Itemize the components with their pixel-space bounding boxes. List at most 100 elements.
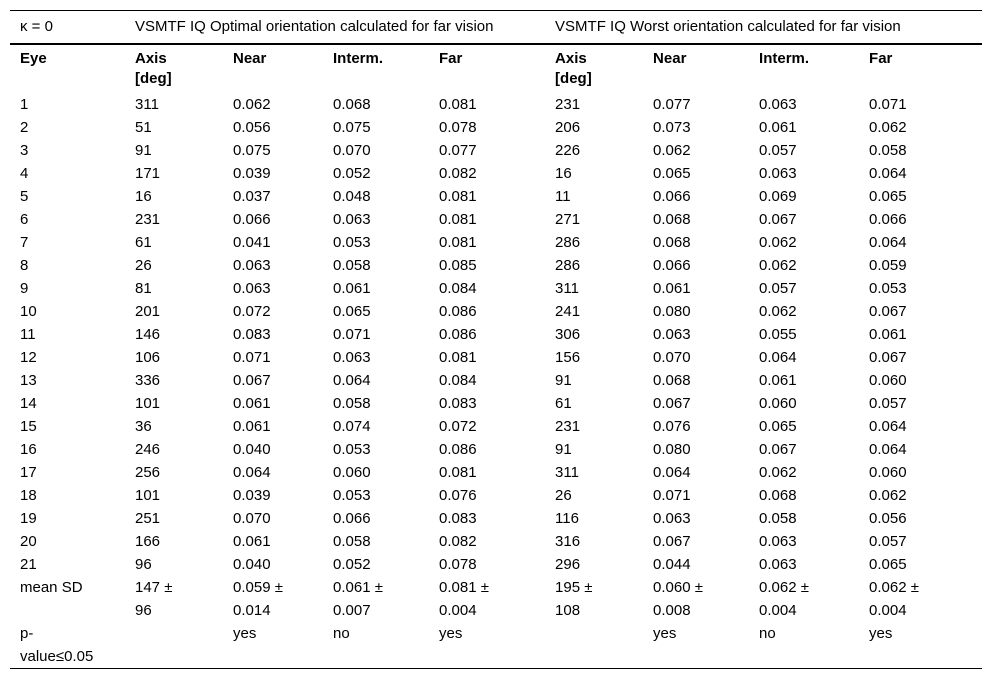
eye-id-cell: 4 bbox=[20, 165, 29, 182]
value-cell: 0.058 bbox=[333, 533, 371, 550]
value-cell: 0.077 bbox=[439, 142, 477, 159]
value-cell: 26 bbox=[555, 487, 572, 504]
value-cell: 0.056 bbox=[869, 510, 907, 527]
col-header-axis-line2: [deg] bbox=[555, 70, 592, 87]
value-cell: 0.037 bbox=[233, 188, 271, 205]
table-row: 18 101 0.039 0.053 0.076 26 0.071 0.068 0.062 bbox=[10, 484, 982, 507]
value-cell: 106 bbox=[135, 349, 161, 366]
mean-value-line2: 0.014 bbox=[233, 602, 271, 619]
p-value-label: p- value≤0.05 bbox=[10, 622, 135, 669]
value-cell: 0.068 bbox=[653, 234, 691, 251]
p-value-label-line2: value≤0.05 bbox=[20, 648, 94, 665]
value-cell: 0.053 bbox=[333, 487, 371, 504]
table-row: 14 101 0.061 0.058 0.083 61 0.067 0.060 0.057 bbox=[10, 392, 982, 415]
value-cell: 0.058 bbox=[869, 142, 907, 159]
table-row: 17 256 0.064 0.060 0.081 311 0.064 0.062 0.060 bbox=[10, 461, 982, 484]
value-cell: 101 bbox=[135, 395, 161, 412]
p-value-cell: no bbox=[333, 625, 350, 642]
value-cell: 0.071 bbox=[869, 96, 907, 113]
value-cell: 0.071 bbox=[233, 349, 271, 366]
value-cell: 91 bbox=[555, 441, 572, 458]
value-cell: 0.064 bbox=[869, 441, 907, 458]
value-cell: 0.060 bbox=[869, 464, 907, 481]
value-cell: 91 bbox=[135, 142, 152, 159]
value-cell: 0.070 bbox=[333, 142, 371, 159]
table-row: 5 16 0.037 0.048 0.081 11 0.066 0.069 0.065 bbox=[10, 185, 982, 208]
value-cell: 0.062 bbox=[759, 234, 797, 251]
value-cell: 0.066 bbox=[869, 211, 907, 228]
value-cell: 0.069 bbox=[759, 188, 797, 205]
value-cell: 26 bbox=[135, 257, 152, 274]
value-cell: 0.062 bbox=[759, 464, 797, 481]
value-cell: 0.065 bbox=[333, 303, 371, 320]
table-row: 19 251 0.070 0.066 0.083 116 0.063 0.058 0.056 bbox=[10, 507, 982, 530]
table-row: 8 26 0.063 0.058 0.085 286 0.066 0.062 0.059 bbox=[10, 254, 982, 277]
value-cell: 0.062 bbox=[869, 487, 907, 504]
value-cell: 0.068 bbox=[653, 211, 691, 228]
value-cell: 0.052 bbox=[333, 556, 371, 573]
mean-sd-row: mean SD 147 ± 96 0.059 ± 0.014 0.061 ± 0… bbox=[10, 576, 982, 622]
value-cell: 0.072 bbox=[439, 418, 477, 435]
value-cell: 0.053 bbox=[333, 441, 371, 458]
value-cell: 0.070 bbox=[233, 510, 271, 527]
value-cell: 0.040 bbox=[233, 441, 271, 458]
value-cell: 0.055 bbox=[759, 326, 797, 343]
eye-id-cell: 5 bbox=[20, 188, 29, 205]
mean-value-line1: 0.059 ± bbox=[233, 579, 283, 596]
value-cell: 0.067 bbox=[653, 533, 691, 550]
value-cell: 0.068 bbox=[333, 96, 371, 113]
value-cell: 0.061 bbox=[653, 280, 691, 297]
value-cell: 0.059 bbox=[869, 257, 907, 274]
value-cell: 0.082 bbox=[439, 533, 477, 550]
eye-id-cell: 19 bbox=[20, 510, 37, 527]
value-cell: 241 bbox=[555, 303, 581, 320]
table-row: 2 51 0.056 0.075 0.078 206 0.073 0.061 0.062 bbox=[10, 116, 982, 139]
value-cell: 206 bbox=[555, 119, 581, 136]
eye-id-cell: 1 bbox=[20, 96, 29, 113]
value-cell: 0.077 bbox=[653, 96, 691, 113]
mean-value-line1: 0.061 ± bbox=[333, 579, 383, 596]
value-cell: 0.063 bbox=[759, 96, 797, 113]
eye-id-cell: 9 bbox=[20, 280, 29, 297]
value-cell: 51 bbox=[135, 119, 152, 136]
mean-value-line2: 0.007 bbox=[333, 602, 371, 619]
value-cell: 0.073 bbox=[653, 119, 691, 136]
mean-value-line2: 96 bbox=[135, 602, 152, 619]
value-cell: 0.063 bbox=[333, 349, 371, 366]
value-cell: 0.053 bbox=[333, 234, 371, 251]
eye-id-cell: 14 bbox=[20, 395, 37, 412]
eye-id-cell: 7 bbox=[20, 234, 29, 251]
table-row: 6 231 0.066 0.063 0.081 271 0.068 0.067 0.066 bbox=[10, 208, 982, 231]
value-cell: 0.086 bbox=[439, 326, 477, 343]
mean-cell: 0.062 ± 0.004 bbox=[869, 576, 982, 622]
value-cell: 0.063 bbox=[759, 556, 797, 573]
value-cell: 0.081 bbox=[439, 188, 477, 205]
value-cell: 0.064 bbox=[333, 372, 371, 389]
value-cell: 336 bbox=[135, 372, 161, 389]
value-cell: 0.066 bbox=[333, 510, 371, 527]
value-cell: 0.067 bbox=[869, 303, 907, 320]
value-cell: 0.075 bbox=[333, 119, 371, 136]
value-cell: 0.039 bbox=[233, 165, 271, 182]
value-cell: 156 bbox=[555, 349, 581, 366]
value-cell: 0.067 bbox=[759, 441, 797, 458]
value-cell: 0.067 bbox=[233, 372, 271, 389]
col-header-axis-line2: [deg] bbox=[135, 70, 172, 87]
eye-id-cell: 21 bbox=[20, 556, 37, 573]
eye-id-cell: 10 bbox=[20, 303, 37, 320]
value-cell: 271 bbox=[555, 211, 581, 228]
mean-cell: 147 ± 96 bbox=[135, 576, 233, 622]
value-cell: 0.064 bbox=[759, 349, 797, 366]
p-value-cell: yes bbox=[869, 625, 893, 642]
table-row: 10 201 0.072 0.065 0.086 241 0.080 0.062 0.067 bbox=[10, 300, 982, 323]
mean-value-line2: 0.004 bbox=[439, 602, 477, 619]
value-cell: 0.063 bbox=[759, 165, 797, 182]
eye-id-cell: 15 bbox=[20, 418, 37, 435]
mean-cell: 195 ± 108 bbox=[555, 576, 653, 622]
value-cell: 0.061 bbox=[759, 372, 797, 389]
value-cell: 16 bbox=[555, 165, 572, 182]
value-cell: 311 bbox=[135, 96, 159, 113]
value-cell: 0.065 bbox=[653, 165, 691, 182]
p-value-cell: yes bbox=[653, 625, 677, 642]
table-row: 16 246 0.040 0.053 0.086 91 0.080 0.067 0.064 bbox=[10, 438, 982, 461]
